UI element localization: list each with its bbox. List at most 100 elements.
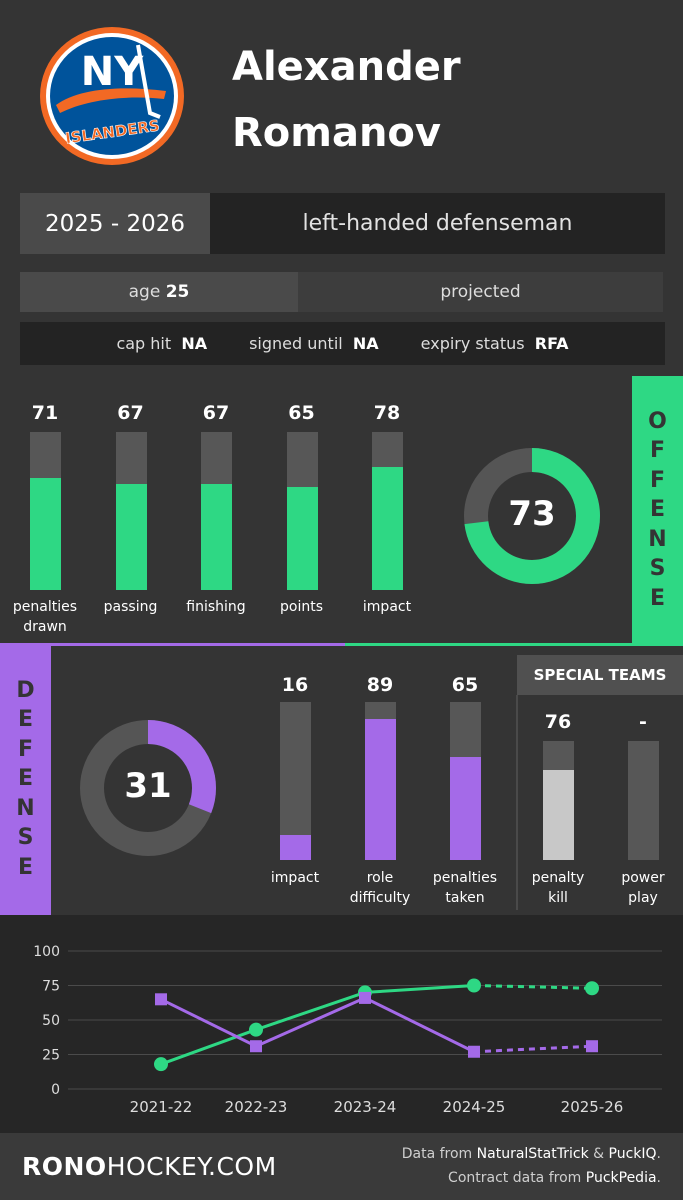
defense-metric-label: penalties taken [420,868,510,908]
offense-divider [345,643,683,646]
defense-point [586,1040,598,1053]
special-teams-metric-value: 76 [544,711,572,733]
defense-point [359,991,371,1004]
special-teams-metric-label-line: play [628,890,658,906]
defense-metric-bar-fill [280,834,311,860]
offense-tab-letter: S [649,556,666,582]
offense-metric-label: penalties drawn [0,597,90,637]
defense-metric-label-line: impact [270,870,320,886]
x-tick-label: 2023-24 [334,1098,397,1116]
offense-donut [464,448,600,584]
offense-metric-bar [30,432,61,590]
signed-until: signed until NA [249,334,379,353]
defense-metric-label: impact [250,868,340,888]
defense-metric-label-line: role [366,870,394,886]
expiry-status: expiry status RFA [421,334,569,353]
data-credit: Data from NaturalStatTrick & PuckIQ. [402,1146,661,1162]
credit-source-link[interactable]: PuckPedia [585,1170,657,1186]
signed-until-value: NA [352,334,379,353]
offense-metric-label: impact [342,597,432,617]
offense-metric-label: finishing [171,597,261,617]
offense-metric-label-line: points [280,599,323,615]
offense-series-segment [255,990,366,1032]
credit-source-link[interactable]: NaturalStatTrick [476,1146,589,1162]
role-label: left-handed defenseman [302,211,573,236]
special-teams-metric-bar-fill [543,769,574,860]
credit-text: & [593,1146,605,1162]
offense-metric-bar-fill [30,477,61,590]
y-tick-label: 0 [51,1082,60,1098]
offense-metric-bar [372,432,403,590]
offense-metric-value: 65 [288,402,315,424]
offense-series-segment [473,984,593,990]
logo-text-top: NY [81,49,144,95]
defense-series-segment [473,1044,593,1054]
offense-metric-bar-fill [372,466,403,590]
defense-tab-letter: F [17,736,34,762]
credit-text: . [656,1146,661,1162]
site-link[interactable]: RONOHOCKEY.COM [22,1152,277,1181]
offense-metric-bar [115,432,147,590]
offense-overall: 73 [508,494,556,534]
expiry-value: RFA [534,334,569,353]
defense-point [250,1040,262,1053]
site-bold: RONO [22,1152,107,1181]
defense-metric-bar-fill [365,719,396,860]
offense-metric-label-line: penalties [12,599,78,615]
defense-tab-letter: S [17,825,34,851]
offense-metric-bar-fill [201,484,232,590]
status-box: projected [298,272,663,312]
special-teams-metric-label-line: power [621,870,665,886]
season-label: 2025 - 2026 [45,210,185,237]
offense-metric-label-line: passing [103,599,158,615]
status-label: projected [440,282,521,302]
offense-metric-value: 71 [31,402,59,424]
credit-text: . [656,1170,661,1186]
defense-divider [0,643,345,646]
player-last-name: Romanov [232,110,441,156]
special-teams-metric-bar [628,741,659,860]
special-teams-metric-bar [543,741,574,860]
defense-metric-label-line: taken [445,890,485,906]
offense-tab-letter: F [649,467,666,493]
offense-metric-bar-fill [286,487,318,590]
defense-donut [80,720,216,856]
age-box: age 25 [20,272,298,312]
defense-tab-letter: E [17,707,34,733]
trend-chart: 0 25 50 75 100 2021-22 2022-23 2023-24 2024-25 20… [33,944,662,1116]
age-value: 25 [165,282,190,302]
defense-point [468,1045,480,1058]
special-teams-divider [516,695,518,910]
offense-tab-letter: E [649,497,666,523]
y-tick-label: 75 [42,979,60,995]
age-label: age [128,282,161,302]
offense-point [249,1022,263,1037]
offense-metric-value: 67 [202,402,230,424]
offense-series-segment [364,984,475,994]
role-box: left-handed defenseman [210,193,665,254]
donut-fill [80,720,216,856]
defense-series-segment [160,997,257,1048]
credit-source-link[interactable]: PuckIQ [608,1146,657,1162]
expiry-label: expiry status [420,334,525,353]
offense-tab-letter: E [649,585,666,611]
offense-tab-letter: F [649,438,666,464]
offense-tab-letter: O [648,408,667,434]
y-tick-label: 50 [42,1013,60,1029]
defense-tab-letter: E [17,854,34,880]
cap-hit: cap hit NA [116,334,207,353]
special-teams-metric-label: power play [598,868,683,908]
defense-metric-label-line: penalties [432,870,498,886]
special-teams-header: SPECIAL TEAMS [517,655,683,695]
defense-metric-bar [365,702,396,860]
defense-metric-value: 65 [451,674,479,696]
defense-metric-value: 16 [281,674,309,696]
defense-series-segment [255,996,366,1048]
contract-credit: Contract data from PuckPedia. [448,1170,661,1186]
signed-until-label: signed until [249,334,343,353]
credit-text: Contract data from [448,1170,582,1186]
offense-metric-label-line: impact [362,599,412,615]
defense-metric-label: role difficulty [335,868,425,908]
offense-metric-bar [286,432,318,590]
